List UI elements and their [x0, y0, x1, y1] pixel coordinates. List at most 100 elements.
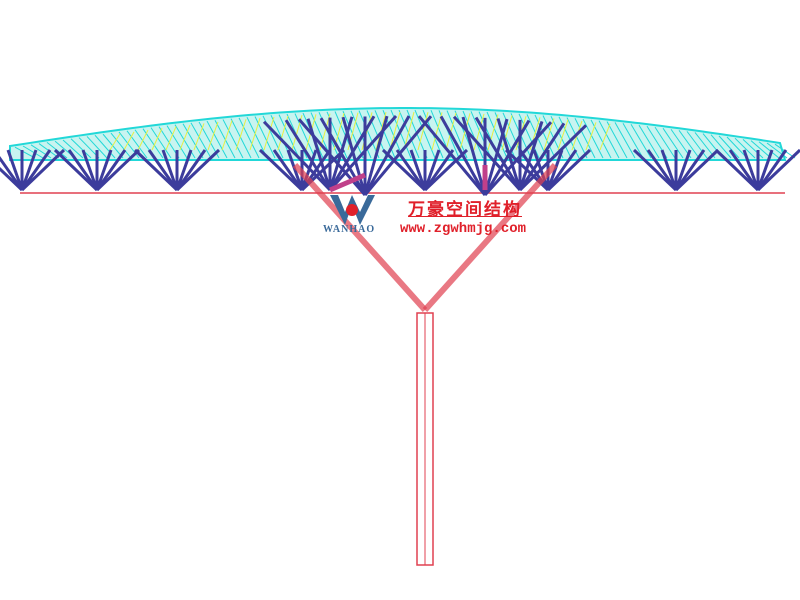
roof-grid-member — [398, 109, 420, 159]
roof-grid-member — [630, 123, 652, 159]
roof-grid-member — [686, 131, 708, 159]
roof-grid-member — [179, 124, 191, 151]
roof-grid-member — [574, 118, 596, 159]
roof-grid-member — [470, 111, 492, 159]
pyramid-member — [286, 149, 304, 191]
roof-grid-member — [622, 123, 644, 159]
pyramid-member — [258, 148, 304, 192]
roof-grid-member — [599, 123, 611, 151]
roof-grid-member — [403, 111, 415, 151]
roof-grid-member — [86, 136, 108, 159]
roof-grid-member — [235, 119, 247, 151]
roof-grid-member — [638, 124, 660, 159]
roof-grid-member — [501, 115, 513, 151]
branch-member — [518, 122, 566, 191]
roof-grid-member — [137, 129, 149, 151]
pyramid-member — [646, 149, 678, 191]
pyramid-member — [632, 148, 678, 192]
pyramid-member — [95, 149, 127, 191]
roof-grid-member — [614, 122, 636, 159]
roof-grid-member — [193, 123, 205, 151]
roof-grid-member — [710, 134, 732, 159]
roof-grid-member — [165, 126, 177, 151]
roof-grid-member — [263, 116, 275, 151]
pyramid-member — [742, 149, 760, 191]
roof-grid-member — [278, 114, 300, 159]
roof-grid-member — [94, 134, 116, 159]
roof-grid-member — [182, 123, 204, 159]
roof-grid-member — [459, 113, 471, 151]
pyramid-member — [423, 149, 455, 191]
roof-grid-member — [14, 146, 36, 159]
branch-member — [439, 115, 487, 196]
main-branch-right — [422, 162, 558, 313]
branch-member — [518, 120, 544, 191]
roof-grid-member — [446, 110, 468, 159]
pyramid-member — [147, 149, 179, 191]
roof-grid-member — [718, 135, 740, 159]
roof-grid-member — [342, 110, 364, 159]
roof-grid-member — [150, 127, 172, 159]
roof-grid-member — [543, 118, 555, 151]
company-name-chinese: 万豪空间结构 — [408, 200, 522, 220]
pyramid-member — [546, 149, 578, 191]
roof-grid-member — [230, 118, 252, 159]
branch-member — [483, 121, 553, 197]
roof-grid-member — [358, 110, 380, 159]
pyramid-member — [674, 148, 720, 192]
roof-grid-member — [598, 120, 620, 159]
pyramid-member — [67, 149, 99, 191]
roof-grid-member — [190, 122, 212, 159]
roof-grid-member — [110, 132, 132, 159]
roof-grid-member — [486, 111, 508, 159]
pyramid-member — [161, 149, 179, 191]
branch-member — [284, 119, 332, 191]
roof-grid-member — [126, 130, 148, 159]
company-website: www.zgwhmjg.com — [400, 221, 527, 237]
branch-member — [262, 120, 332, 192]
pyramid-member — [546, 149, 564, 191]
roof-grid-member — [417, 112, 429, 151]
roof-grid-member — [350, 110, 372, 159]
roof-grid-member — [109, 133, 121, 151]
roof-grid-member — [694, 132, 716, 159]
roof-grid-member — [742, 139, 764, 159]
roof-grid-member — [550, 115, 572, 159]
pyramid-member — [20, 148, 66, 192]
roof-grid-member — [249, 117, 261, 151]
roof-grid-member — [606, 121, 628, 159]
roof-grid-member — [123, 131, 135, 151]
roof-grid-member — [222, 119, 244, 159]
pyramid-member — [674, 149, 706, 191]
pyramid-member — [423, 149, 441, 191]
roof-grid-member — [62, 139, 84, 159]
branch-member — [518, 124, 588, 192]
roof-grid-member — [431, 112, 443, 151]
pyramid-member — [756, 148, 800, 192]
pyramid-member — [660, 149, 678, 191]
pyramid-member — [175, 148, 221, 192]
pyramid-member — [20, 149, 38, 191]
pyramid-member — [175, 149, 193, 191]
roof-grid-member — [585, 122, 597, 151]
roof-grid-member — [221, 120, 233, 151]
branch-member — [341, 116, 367, 196]
roof-grid-member — [758, 141, 780, 159]
pyramid-member — [756, 149, 788, 191]
pyramid-member — [674, 149, 692, 191]
pyramid-member — [272, 149, 304, 191]
pyramid-member — [381, 148, 427, 192]
roof-grid-member — [557, 119, 569, 151]
branch-member — [461, 116, 487, 196]
pyramid-member — [53, 148, 99, 192]
roof-grid-member — [206, 120, 228, 159]
branch-member — [363, 115, 389, 196]
pyramid-member — [175, 149, 207, 191]
roof-grid-member — [473, 113, 485, 151]
roof-grid-member — [662, 127, 684, 159]
pyramid-member — [756, 149, 774, 191]
pyramid-member — [0, 166, 24, 192]
pyramid-member — [546, 148, 592, 192]
